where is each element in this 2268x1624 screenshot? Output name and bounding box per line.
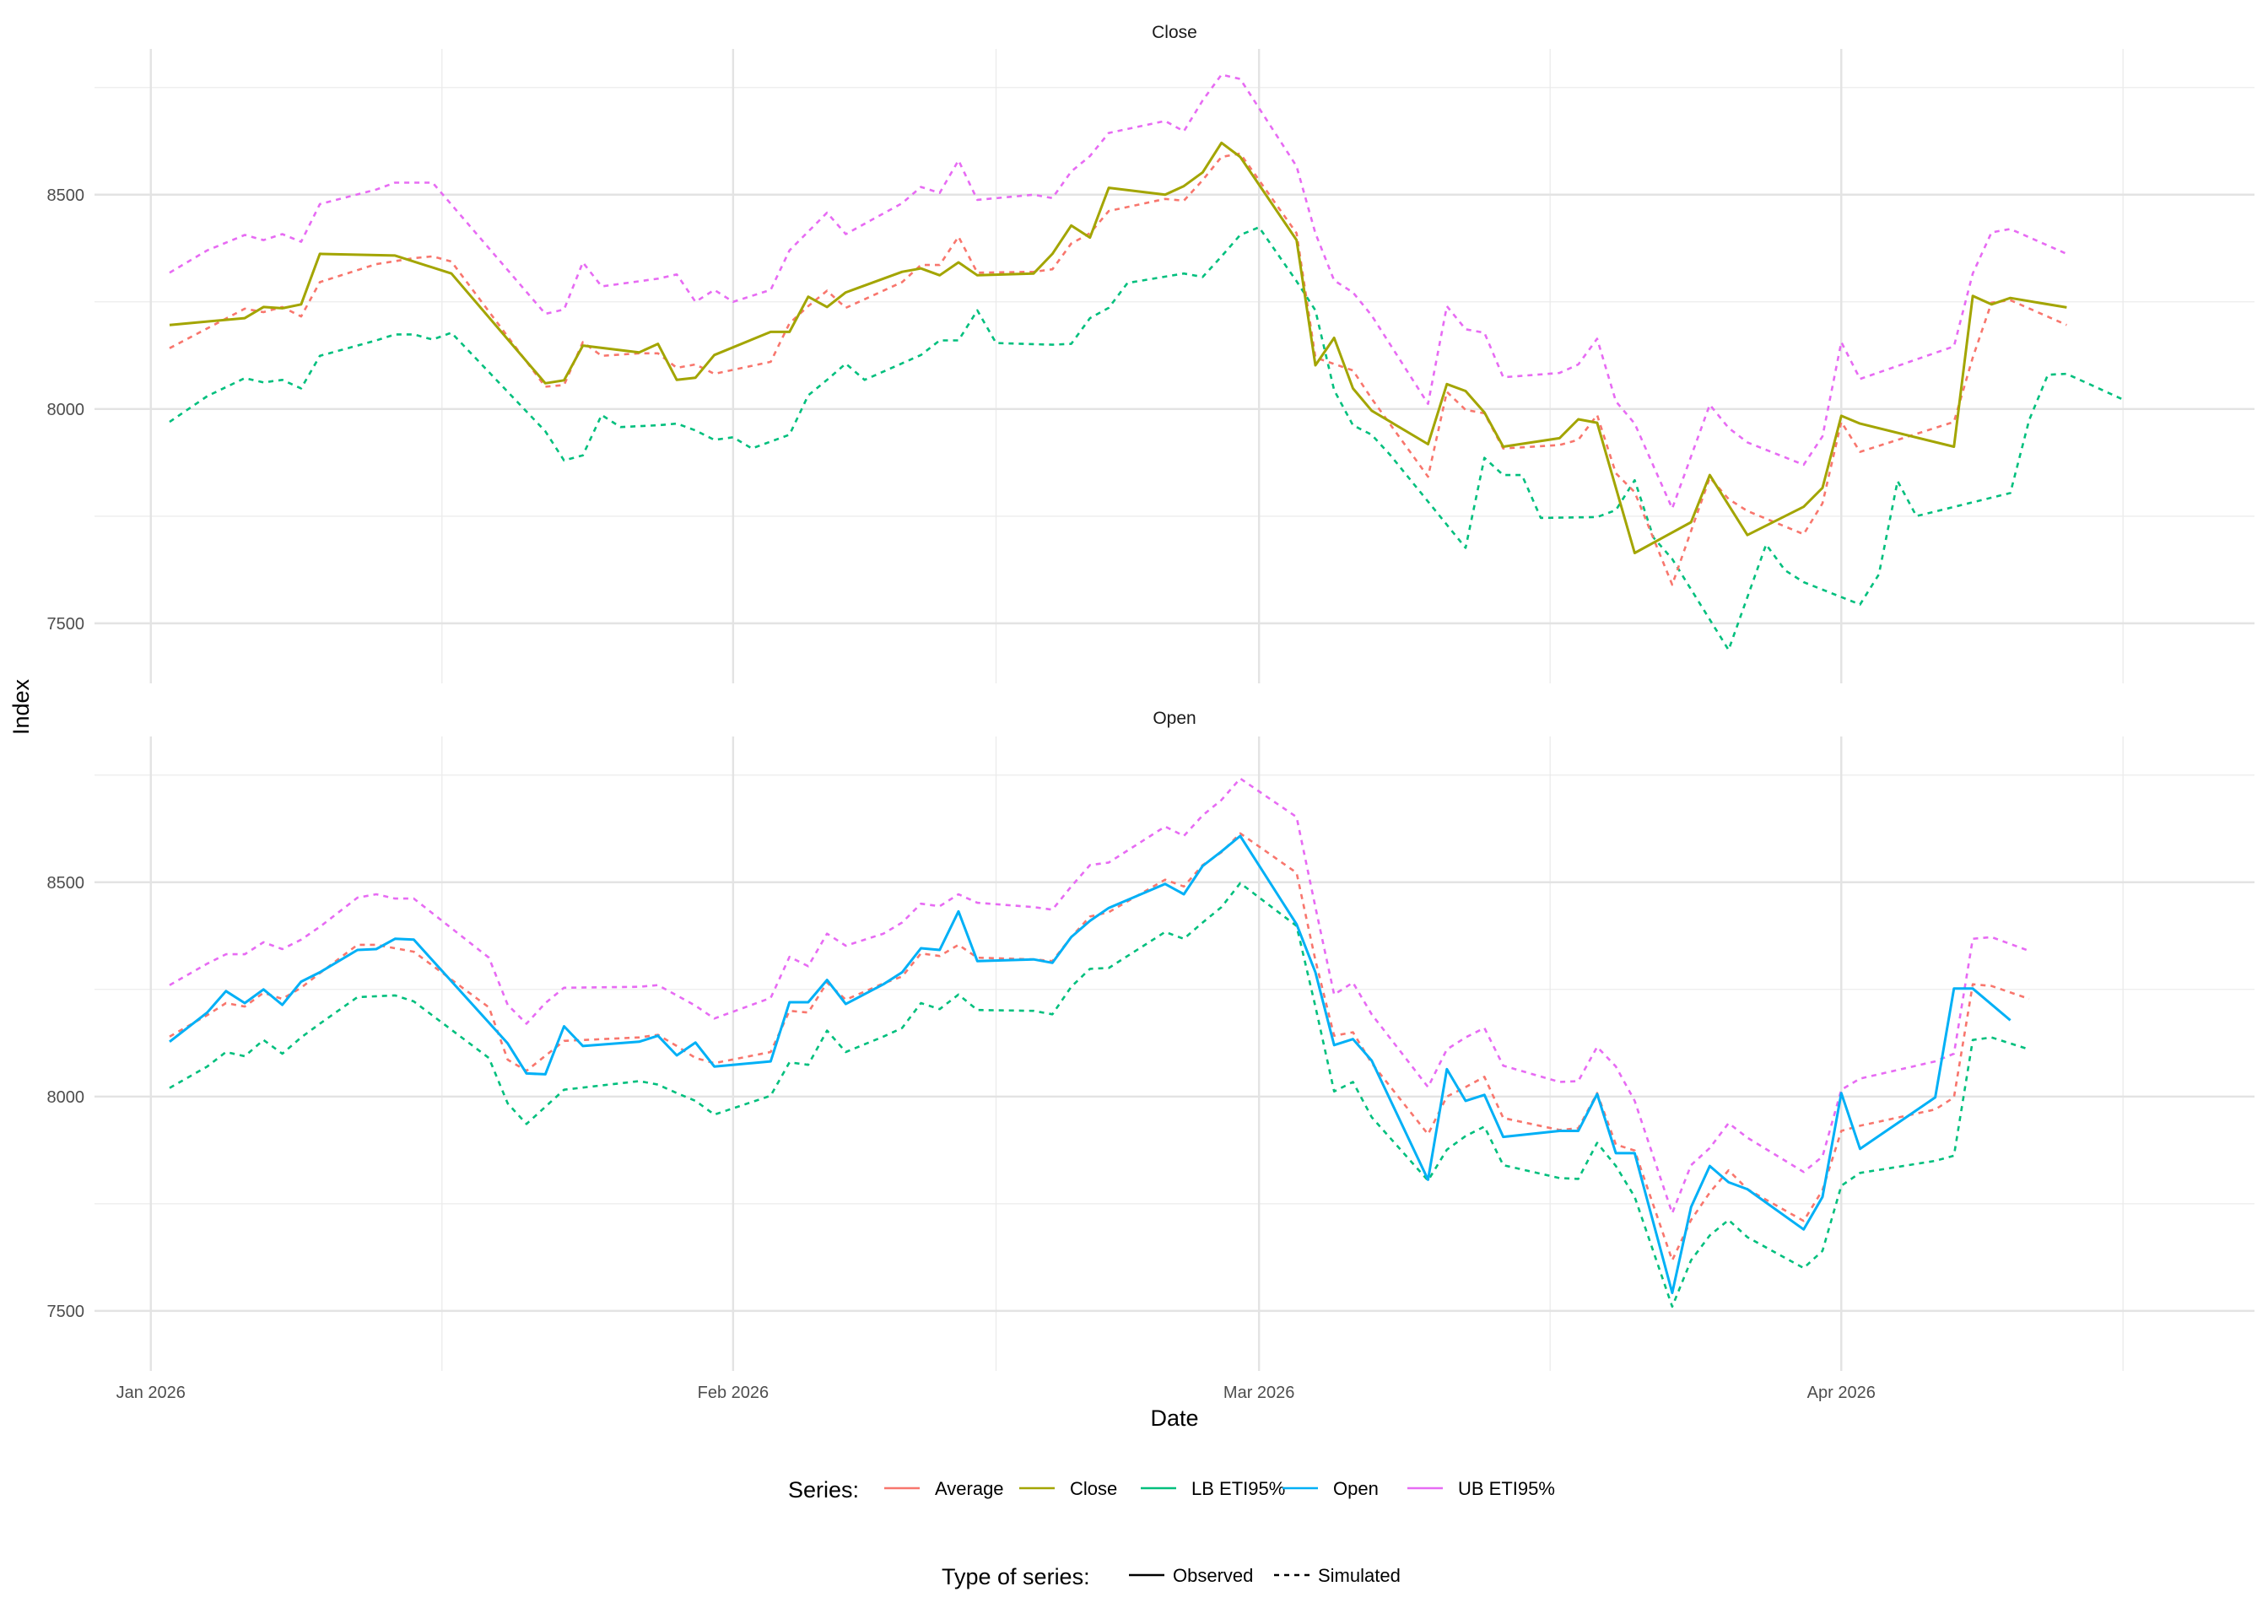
y-axis-title: Index: [8, 678, 34, 735]
series-line-close: [169, 141, 2067, 554]
x-tick-label: Mar 2026: [1223, 1384, 1295, 1402]
legend-series-title: Series:: [788, 1477, 859, 1503]
legend-type-observed: Observed: [1129, 1565, 1253, 1586]
y-tick-label: 7500: [47, 615, 85, 634]
y-tick-label: 8000: [47, 1088, 85, 1107]
x-tick-label: Jan 2026: [116, 1384, 186, 1402]
legend-series: Series: Average Close LB ETI95% Open UB ETI9…: [788, 1477, 1555, 1503]
legend-item-average: Average: [884, 1478, 1004, 1499]
y-tick-label: 8000: [47, 401, 85, 419]
series-line-ub-eti95: [169, 73, 2067, 510]
legend-type-label-observed: Observed: [1173, 1565, 1253, 1586]
x-axis-ticks: Jan 2026 Feb 2026 Mar 2026 Apr 2026: [116, 1384, 1876, 1402]
series-line-lb-eti95: [169, 226, 2124, 651]
legend-item-lb-eti95: LB ETI95%: [1141, 1478, 1285, 1499]
legend-label-average: Average: [935, 1478, 1004, 1499]
legend-types: Type of series: Observed Simulated: [942, 1564, 1401, 1589]
legend-label-lb-eti95: LB ETI95%: [1191, 1478, 1285, 1499]
x-tick-label: Apr 2026: [1807, 1384, 1876, 1402]
legend-type-label-simulated: Simulated: [1318, 1565, 1401, 1586]
legend-label-ub-eti95: UB ETI95%: [1458, 1478, 1555, 1499]
series-line-open: [169, 834, 2012, 1294]
legend-item-open: Open: [1282, 1478, 1379, 1499]
legend-type-title: Type of series:: [942, 1564, 1090, 1589]
panel-open: 7500 8000 8500 Open: [47, 709, 2254, 1371]
legend-type-simulated: Simulated: [1274, 1565, 1401, 1586]
x-tick-label: Feb 2026: [698, 1384, 770, 1402]
legend-item-close: Close: [1019, 1478, 1117, 1499]
legend-item-ub-eti95: UB ETI95%: [1407, 1478, 1555, 1499]
x-axis-title: Date: [1150, 1405, 1198, 1431]
panel-strip-label: Close: [1152, 23, 1197, 42]
panel-strip-label: Open: [1153, 709, 1196, 728]
panel-close: 7500 8000 8500 Close: [47, 23, 2254, 683]
series-line-average: [169, 832, 2030, 1262]
legend-label-open: Open: [1333, 1478, 1379, 1499]
legend-label-close: Close: [1070, 1478, 1117, 1499]
panels-layer: 7500 8000 8500 Close 7500 8000 8500 Open Jan 202…: [47, 23, 2254, 1402]
series-line-ub-eti95: [169, 777, 2030, 1215]
y-tick-label: 8500: [47, 874, 85, 893]
y-tick-label: 8500: [47, 186, 85, 205]
y-tick-label: 7500: [47, 1303, 85, 1321]
